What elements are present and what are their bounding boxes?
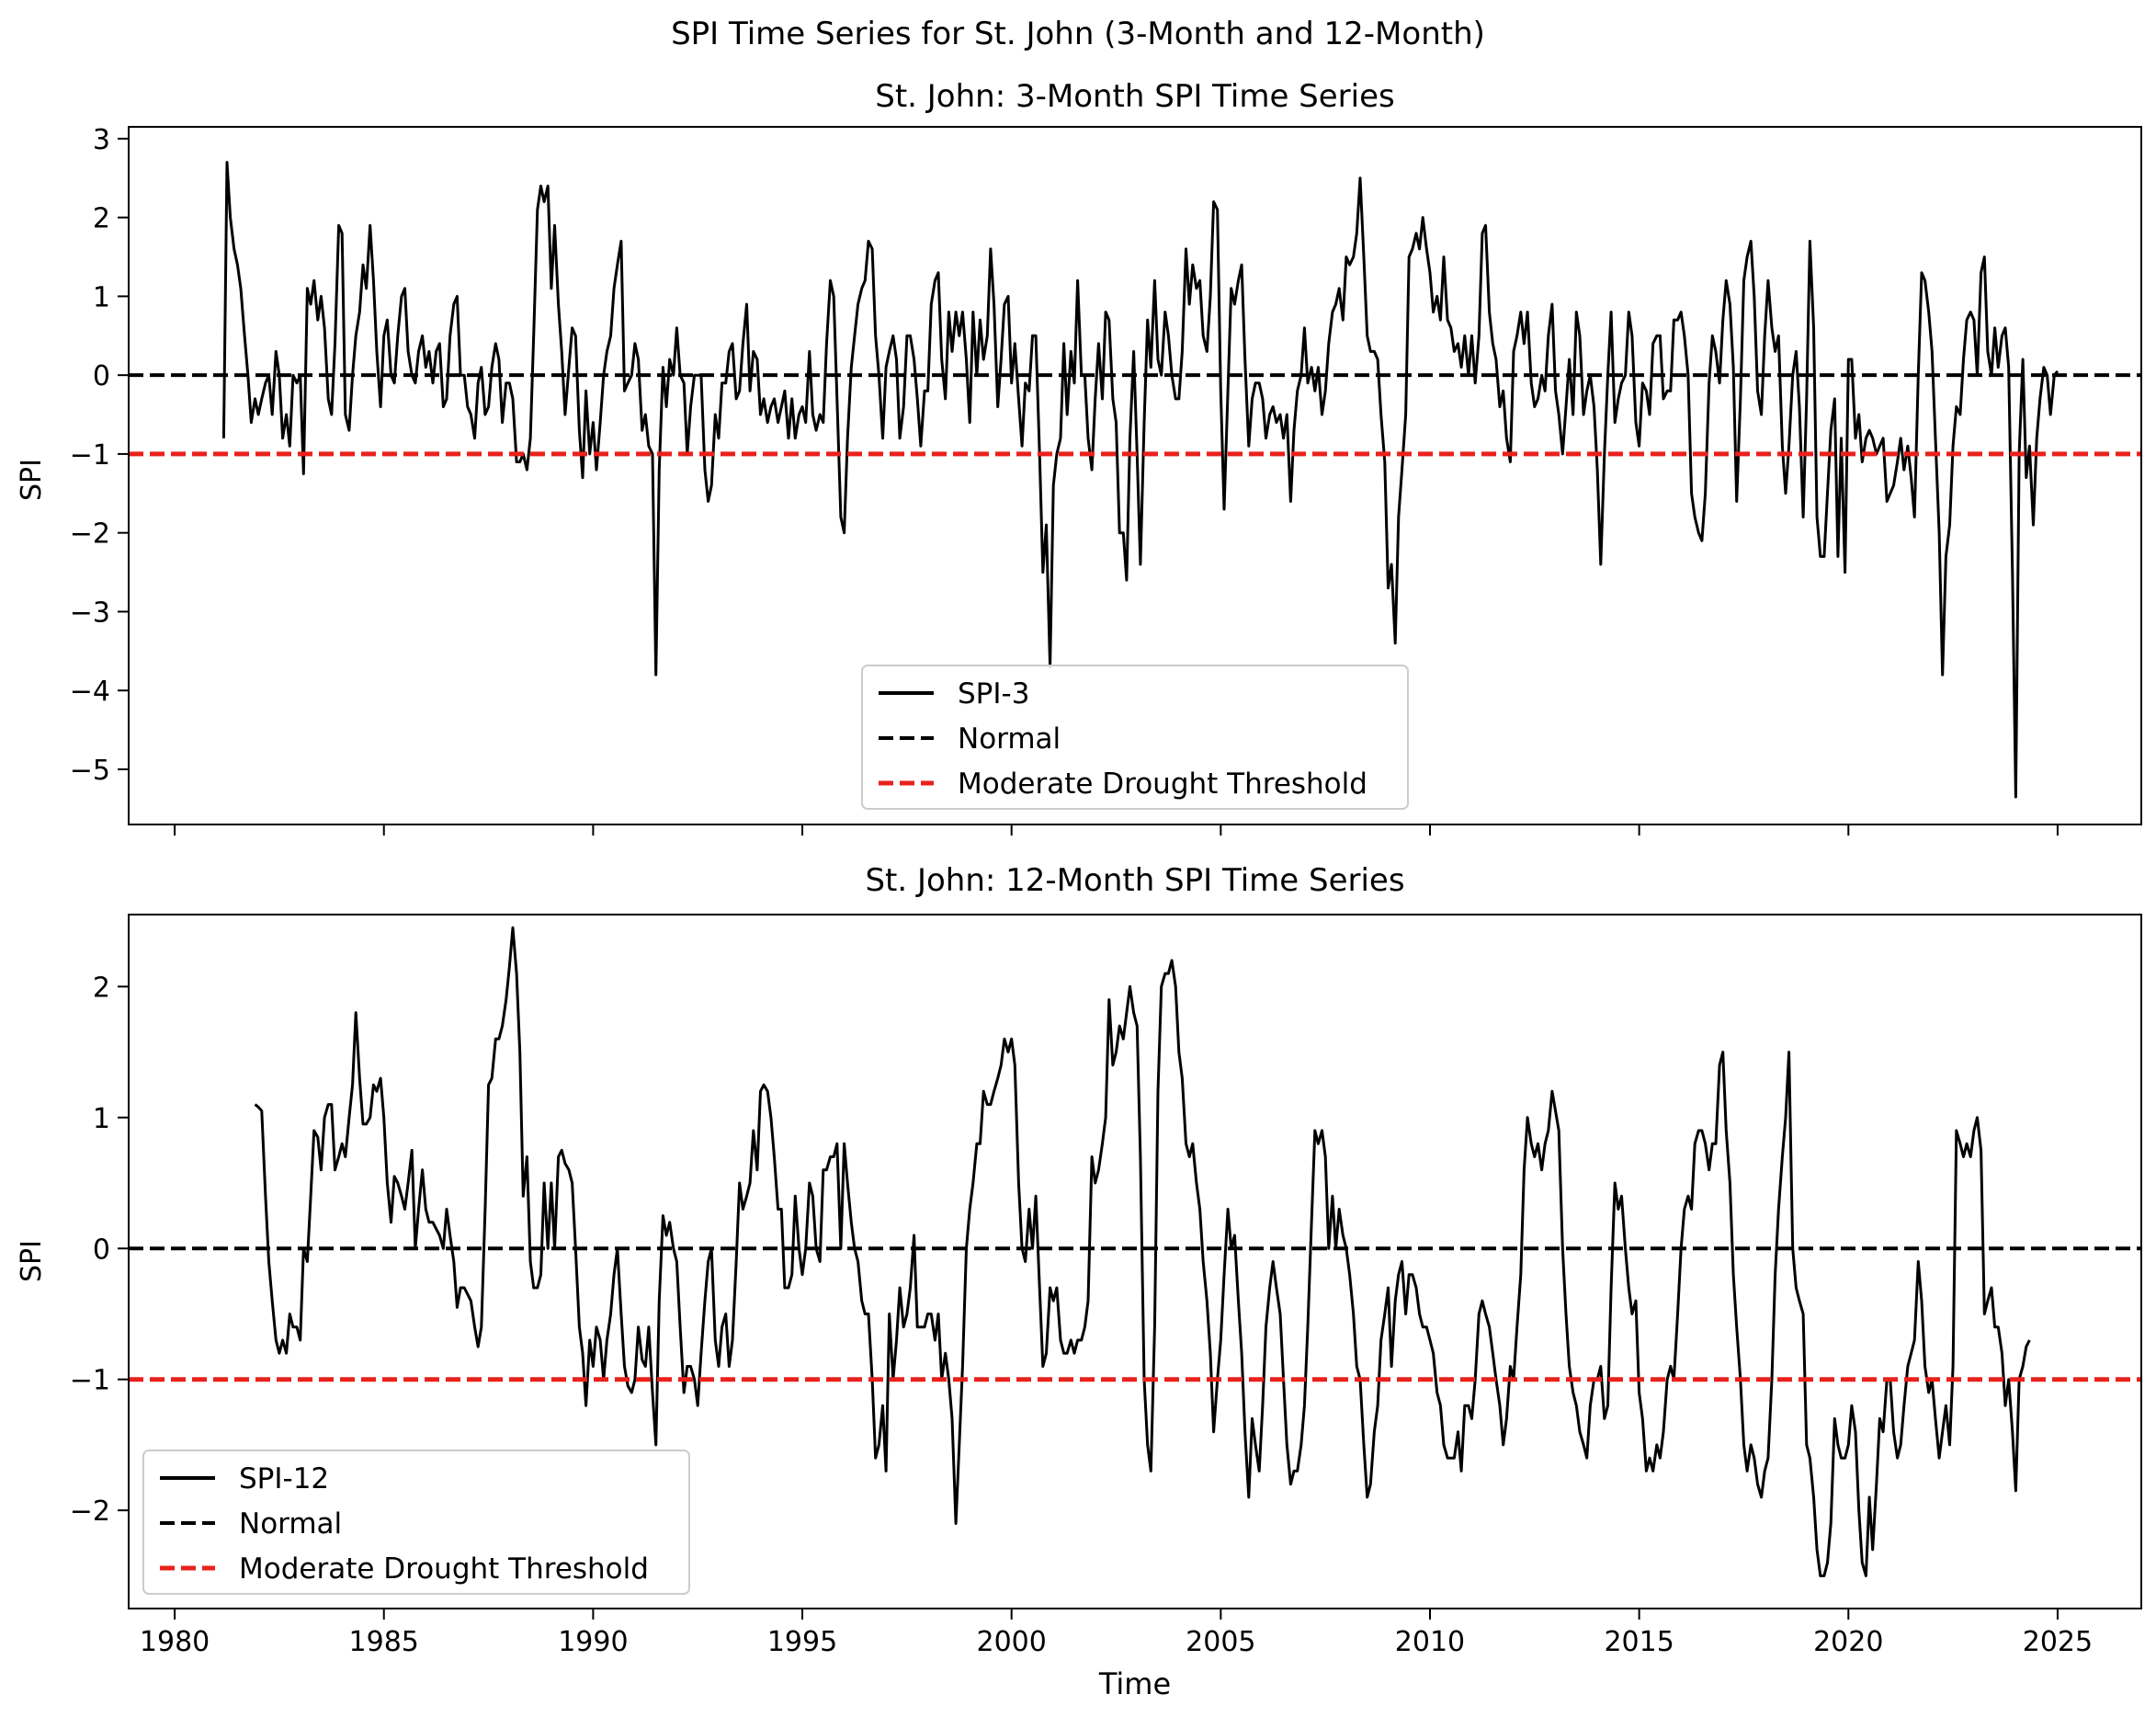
spi3-panel: St. John: 3-Month SPI Time Series SPI 3 2… bbox=[16, 78, 2142, 836]
spi12-legend-label: SPI-12 bbox=[239, 1462, 329, 1495]
spi12-y-tick-label: 1 bbox=[93, 1103, 110, 1135]
spi3-y-tick-label: 2 bbox=[93, 203, 110, 235]
spi3-legend-label: Moderate Drought Threshold bbox=[958, 768, 1367, 801]
x-tick-label: 1990 bbox=[558, 1626, 628, 1658]
spi3-y-tick-label: −2 bbox=[70, 518, 110, 551]
spi3-legend-box bbox=[861, 665, 1409, 810]
spi3-axes-frame bbox=[128, 126, 2142, 825]
x-tick-label: 2010 bbox=[1395, 1626, 1465, 1658]
spi3-legend: SPI-3 Normal Moderate Drought Threshold bbox=[861, 665, 1409, 810]
spi3-y-tick-label: 1 bbox=[93, 281, 110, 313]
x-tick-label: 2000 bbox=[977, 1626, 1047, 1658]
spi3-legend-label: Normal bbox=[958, 722, 1061, 756]
spi12-axes-frame bbox=[128, 914, 2142, 1609]
x-tick-label: 2015 bbox=[1604, 1626, 1674, 1658]
spi12-y-tick-label: −2 bbox=[70, 1495, 110, 1528]
x-tick-label: 2025 bbox=[2023, 1626, 2093, 1658]
spi12-legend-box bbox=[142, 1450, 690, 1595]
spi12-panel: St. John: 12-Month SPI Time Series SPI 2… bbox=[16, 862, 2142, 1658]
spi12-plot-area: 2 1 0 −1 −2 1980 1985 1990 1995 2000 2005 2010 2015 2… bbox=[70, 914, 2142, 1658]
spi3-y-tick-label: 3 bbox=[93, 124, 110, 156]
spi12-y-tick-label: 2 bbox=[93, 972, 110, 1004]
spi12-legend-label: Normal bbox=[239, 1507, 342, 1541]
spi3-legend-label: SPI-3 bbox=[958, 677, 1029, 711]
spi3-plot-area: 3 2 1 0 −1 −2 −3 −4 −5 bbox=[70, 124, 2142, 836]
spi3-title: St. John: 3-Month SPI Time Series bbox=[875, 78, 1394, 115]
spi3-y-tick-label: −4 bbox=[70, 676, 110, 708]
spi3-ylabel: SPI bbox=[16, 459, 48, 501]
spi3-y-tick-label: −3 bbox=[70, 597, 110, 629]
spi12-legend-label: Moderate Drought Threshold bbox=[239, 1552, 649, 1586]
x-tick-label: 1985 bbox=[349, 1626, 419, 1658]
spi12-y-tick-label: −1 bbox=[70, 1365, 110, 1397]
x-tick-label: 2020 bbox=[1813, 1626, 1883, 1658]
spi12-series-line bbox=[254, 926, 2031, 1577]
figure-suptitle: SPI Time Series for St. John (3-Month an… bbox=[671, 16, 1485, 52]
spi12-legend: SPI-12 Normal Moderate Drought Threshold bbox=[142, 1450, 690, 1595]
spi12-title: St. John: 12-Month SPI Time Series bbox=[865, 862, 1404, 899]
spi3-y-tick-label: 0 bbox=[93, 360, 110, 392]
x-axis-label: Time bbox=[1098, 1666, 1171, 1701]
spi3-series-line bbox=[221, 161, 2060, 799]
spi3-y-tick-label: −1 bbox=[70, 439, 110, 472]
spi12-y-tick-label: 0 bbox=[93, 1234, 110, 1266]
spi12-ylabel: SPI bbox=[16, 1240, 48, 1282]
x-tick-label: 2005 bbox=[1186, 1626, 1255, 1658]
x-tick-label: 1995 bbox=[767, 1626, 837, 1658]
x-tick-label: 1980 bbox=[140, 1626, 210, 1658]
spi3-y-tick-label: −5 bbox=[70, 755, 110, 787]
